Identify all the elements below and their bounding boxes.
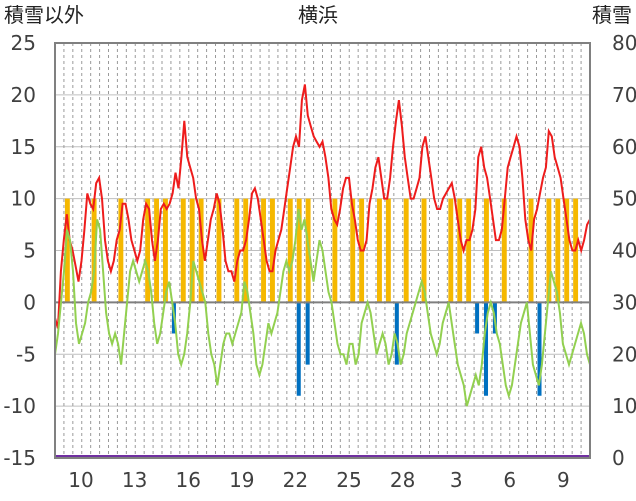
sunshine-bar: [457, 198, 463, 303]
y-left-tick-label: -10: [3, 394, 36, 418]
sunshine-bar: [91, 198, 97, 303]
max_temp-line: [54, 84, 591, 329]
y-right-tick-label: 10: [612, 394, 636, 418]
sunshine-bar: [448, 198, 454, 303]
sunshine-bar: [546, 198, 552, 303]
y-right-axis-label: 積雪: [592, 3, 632, 27]
sunshine-bar: [198, 198, 204, 303]
y-left-axis-label: 積雪以外: [4, 3, 84, 27]
y-left-tick-label: 0: [23, 290, 36, 314]
y-right-tick-label: 20: [612, 342, 636, 366]
sunshine-bar: [118, 198, 124, 303]
x-tick-label: 3: [450, 468, 463, 492]
sunshine-bar: [385, 198, 391, 303]
x-tick-label: 28: [390, 468, 415, 492]
x-tick-label: 19: [229, 468, 254, 492]
x-tick-label: 22: [283, 468, 308, 492]
precipitation-bar: [537, 302, 542, 396]
sunshine-bar: [145, 198, 151, 303]
sunshine-bar: [234, 198, 240, 303]
plot-frame: [54, 42, 591, 459]
y-left-tick-label: -5: [16, 342, 36, 366]
x-tick-label: 25: [336, 468, 361, 492]
x-tick-label: 16: [175, 468, 200, 492]
y-right-tick-label: 0: [612, 446, 625, 470]
sunshine-bar: [501, 198, 507, 303]
sunshine-bar: [270, 198, 275, 303]
sunshine-bar: [421, 198, 427, 303]
precipitation-bar: [475, 302, 480, 334]
sunshine-bar: [350, 198, 356, 303]
y-left-tick-label: 25: [11, 31, 36, 55]
precipitation-bar: [484, 302, 489, 396]
y-right-tick-label: 80: [612, 31, 636, 55]
sunshine-bar: [377, 198, 382, 303]
series-lines: [54, 84, 591, 407]
sunshine-bar: [180, 198, 186, 303]
precipitation-bar: [296, 302, 301, 396]
y-right-tick-label: 60: [612, 135, 636, 159]
sunshine-bar: [243, 198, 249, 303]
y-right-tick-label: 30: [612, 290, 636, 314]
y-right-tick-label: 50: [612, 187, 636, 211]
x-tick-label: 9: [557, 468, 570, 492]
sunshine-bar: [296, 198, 302, 303]
sunshine-bar: [555, 198, 561, 303]
sunshine-bar: [564, 198, 570, 303]
sunshine-bar: [163, 198, 168, 303]
x-tick-label: 10: [68, 468, 93, 492]
y-left-tick-label: -15: [3, 446, 36, 470]
sunshine-bar: [403, 198, 409, 303]
sunshine-bar: [189, 198, 195, 303]
sunshine-bar: [332, 198, 338, 303]
sunshine-bar: [287, 198, 293, 303]
y-left-tick-label: 20: [11, 83, 36, 107]
y-left-tick-label: 15: [11, 135, 36, 159]
sunshine-bar: [466, 198, 472, 303]
sunshine-bar: [261, 198, 266, 303]
y-left-tick-label: 10: [11, 187, 36, 211]
x-tick-label: 6: [503, 468, 516, 492]
y-right-tick-label: 40: [612, 239, 636, 263]
precipitation-bar: [305, 302, 310, 365]
precipitation-bar: [394, 302, 399, 365]
x-tick-label: 13: [122, 468, 147, 492]
sunshine-bar: [216, 198, 222, 303]
y-right-tick-label: 70: [612, 83, 636, 107]
sunshine-bar: [64, 198, 70, 303]
min_temp-line: [54, 208, 591, 407]
chart-title: 横浜: [298, 3, 338, 27]
sunshine-bar: [484, 198, 489, 303]
y-left-tick-label: 5: [23, 239, 36, 263]
